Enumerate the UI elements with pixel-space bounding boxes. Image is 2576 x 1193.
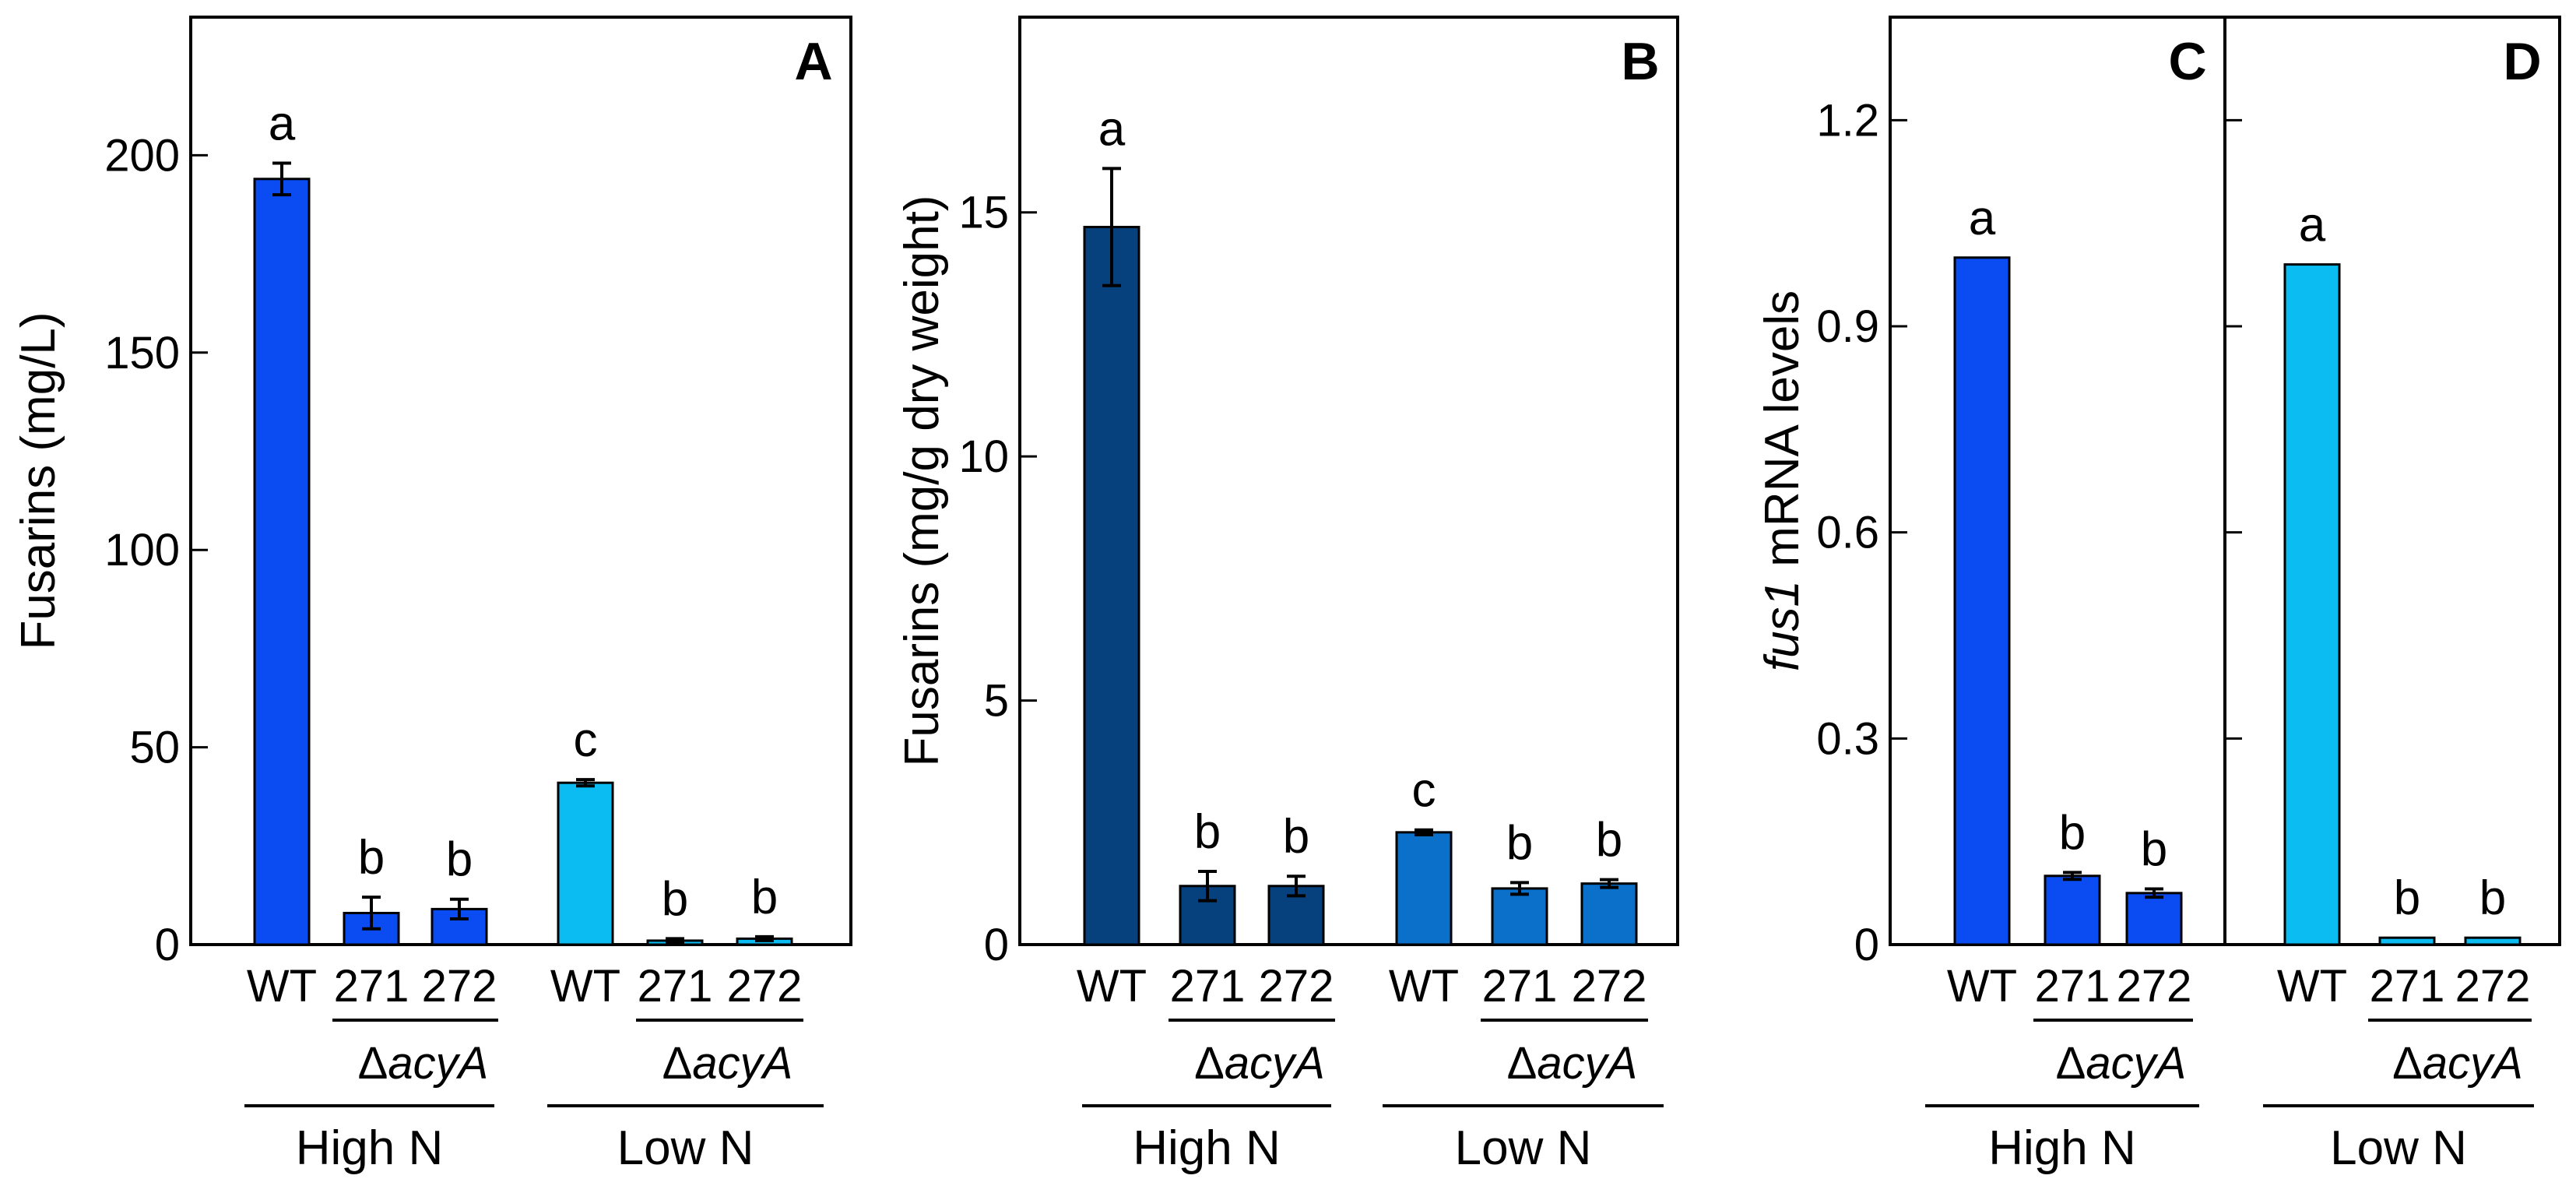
panel-b-sig-letter: b (1506, 816, 1533, 870)
panel-a-group-label: High N (296, 1121, 444, 1175)
panel-c-category-label: 271 (2035, 961, 2110, 1012)
panel-b-category-label: WT (1389, 961, 1459, 1012)
panel-d-category-label: 271 (2370, 961, 2445, 1012)
panel-c-ytick-label: 0.9 (1816, 301, 1879, 352)
panel-a-bar (343, 911, 400, 946)
panel-b-ylabel: Fusarins (mg/g dry weight) (895, 195, 949, 767)
panel-c-sig-letter: b (2059, 806, 2086, 860)
panel-d-sig-letter: a (2299, 199, 2326, 252)
panel-b-category-label: 271 (1170, 961, 1246, 1012)
panel-a-category-label: WT (550, 961, 620, 1012)
panel-c-ytick-label: 0 (1854, 920, 1879, 970)
panel-a-group-label: Low N (617, 1121, 754, 1175)
panel-b-category-label: WT (1077, 961, 1147, 1012)
panel-b-bar (1083, 226, 1140, 946)
panel-b-bar (1491, 887, 1548, 946)
panel-b-group-label: High N (1133, 1121, 1281, 1175)
panel-d-sig-letter: b (2394, 871, 2420, 925)
panel-a-ytick-label: 50 (129, 723, 180, 773)
panel-c-group-label: High N (1988, 1121, 2136, 1175)
panel-a-letter: A (794, 32, 832, 91)
panel-b-frame (1018, 16, 1679, 946)
panel-a-category-label: 272 (422, 961, 497, 1012)
panel-c-category-label: 272 (2117, 961, 2192, 1012)
panel-c-bar (1953, 256, 2011, 946)
panel-c-bar (2044, 875, 2101, 946)
panel-b-mutant-label: ΔacyA (1507, 1038, 1638, 1089)
panel-a-category-label: 271 (638, 961, 713, 1012)
panel-b-ytick-label: 0 (984, 920, 1009, 970)
panel-b-category-label: 271 (1482, 961, 1558, 1012)
panel-d-frame (2223, 16, 2561, 946)
panel-a-sig-letter: b (358, 831, 385, 885)
panel-b-sig-letter: c (1412, 764, 1436, 818)
panel-d-group-label: Low N (2330, 1121, 2467, 1175)
panel-b-ytick-label: 15 (958, 188, 1009, 238)
panel-b-sig-letter: a (1098, 102, 1126, 156)
panel-a-sig-letter: b (446, 833, 473, 887)
panel-a-bar (557, 781, 614, 946)
panel-d-sig-letter: b (2479, 871, 2506, 925)
panel-b-mutant-label: ΔacyA (1194, 1038, 1325, 1089)
panel-b-sig-letter: b (1283, 810, 1309, 864)
panel-d-category-label: WT (2277, 961, 2347, 1012)
panel-a-ytick-label: 0 (155, 920, 180, 970)
panel-b-sig-letter: b (1194, 805, 1221, 859)
panel-b-sig-letter: b (1596, 814, 1622, 867)
panel-b-category-label: 272 (1572, 961, 1647, 1012)
panel-a-frame (189, 16, 852, 946)
panel-a-sig-letter: b (662, 872, 688, 926)
panel-a-ytick-label: 200 (104, 130, 180, 181)
panel-a-mutant-label: ΔacyA (662, 1038, 793, 1089)
panel-b-ytick-label: 10 (958, 431, 1009, 482)
panel-b-letter: B (1621, 32, 1659, 91)
panel-c-ytick-label: 1.2 (1816, 95, 1879, 146)
panel-b-group-label: Low N (1455, 1121, 1592, 1175)
panel-b-bar (1580, 882, 1638, 946)
panel-a-category-label: 272 (727, 961, 803, 1012)
panel-c-sig-letter: a (1969, 192, 1996, 245)
panel-a-bar (253, 178, 311, 946)
panel-a-ytick-label: 150 (104, 328, 180, 378)
panel-c-category-label: WT (1947, 961, 2017, 1012)
panel-c-ytick-label: 0.3 (1816, 713, 1879, 764)
panel-a-sig-letter: c (574, 713, 598, 767)
panel-a-mutant-label: ΔacyA (358, 1038, 489, 1089)
panel-d-bar (2283, 263, 2341, 946)
panel-c-letter: C (2168, 32, 2206, 91)
panel-c-ytick-label: 0.6 (1816, 508, 1879, 558)
panel-c-bar (2125, 892, 2183, 946)
panel-a-sig-letter: b (751, 871, 778, 924)
panel-b-bar (1395, 831, 1453, 946)
panel-d-category-label: 272 (2455, 961, 2531, 1012)
panel-d-bar (2464, 936, 2522, 946)
panel-a-sig-letter: a (269, 97, 296, 151)
panel-a-ylabel: Fusarins (mg/L) (12, 311, 65, 649)
panel-d-bar (2378, 936, 2436, 946)
panel-d-letter: D (2503, 32, 2541, 91)
panel-a-ytick-label: 100 (104, 525, 180, 575)
panel-a-category-label: 271 (334, 961, 409, 1012)
panel-c-ylabel: fus1 mRNA levels (1755, 290, 1809, 671)
panel-b-ytick-label: 5 (984, 676, 1009, 727)
panel-c-frame (1889, 16, 2226, 946)
panel-c-sig-letter: b (2141, 823, 2167, 877)
panel-d-mutant-label: ΔacyA (2392, 1038, 2523, 1089)
panel-b-category-label: 272 (1259, 961, 1334, 1012)
panel-c-mutant-label: ΔacyA (2056, 1038, 2187, 1089)
panel-a-category-label: WT (247, 961, 317, 1012)
